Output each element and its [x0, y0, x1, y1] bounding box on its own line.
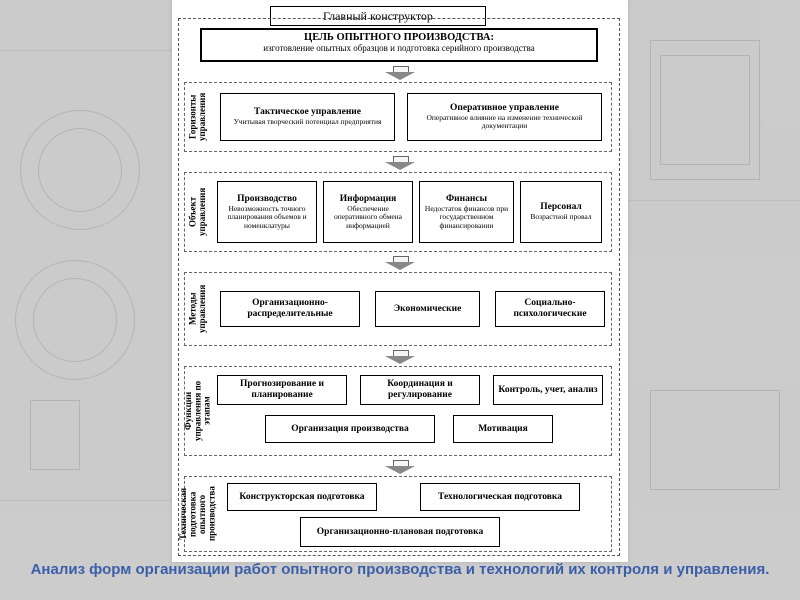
- node-title: Социально-психологические: [499, 298, 601, 320]
- node-horizons-0: Тактическое управлениеУчитывая творчески…: [220, 93, 395, 141]
- node-prep-1: Технологическая подготовка: [420, 483, 580, 511]
- flow-arrow-icon: [385, 256, 415, 270]
- section-functions: Функции управления по этапам Прогнозирова…: [184, 366, 612, 456]
- node-title: Экономические: [379, 304, 476, 315]
- node-title: Мотивация: [457, 424, 549, 435]
- node-objects-0: ПроизводствоНевозможность точного планир…: [217, 181, 317, 243]
- section-label-objects: Объект управления: [187, 177, 209, 247]
- node-objects-1: ИнформацияОбеспечение оперативного обмен…: [323, 181, 413, 243]
- section-horizons: Горизонты управления Тактическое управлен…: [184, 82, 612, 152]
- node-horizons-1: Оперативное управлениеОперативное влияни…: [407, 93, 602, 141]
- node-subtitle: Оперативное влияние на изменение техниче…: [411, 114, 598, 131]
- node-functions-4: Мотивация: [453, 415, 553, 443]
- node-functions-1: Координация и регулирование: [360, 375, 480, 405]
- node-title: Конструкторская подготовка: [231, 492, 373, 503]
- node-functions-2: Контроль, учет, анализ: [493, 375, 603, 405]
- node-subtitle: Учитывая творческий потенциал предприяти…: [224, 118, 391, 126]
- goal-subtitle: изготовление опытных образцов и подготов…: [206, 43, 592, 53]
- node-prep-0: Конструкторская подготовка: [227, 483, 377, 511]
- node-methods-0: Организационно-распределительные: [220, 291, 360, 327]
- node-objects-2: ФинансыНедостаток финансов при государст…: [419, 181, 514, 243]
- node-title: Координация и регулирование: [364, 379, 476, 401]
- flow-arrow-icon: [385, 66, 415, 80]
- node-title: Организация производства: [269, 424, 431, 435]
- section-label-functions: Функции управления по этапам: [187, 371, 209, 451]
- section-label-horizons: Горизонты управления: [187, 87, 209, 147]
- node-title: Технологическая подготовка: [424, 492, 576, 503]
- node-title: Организационно-распределительные: [224, 298, 356, 320]
- section-prep: Техническая подготовка опытного производ…: [184, 476, 612, 552]
- node-subtitle: Обеспечение оперативного обмена информац…: [327, 205, 409, 230]
- node-subtitle: Недостаток финансов при государственном …: [423, 205, 510, 230]
- flow-arrow-icon: [385, 350, 415, 364]
- node-title: Прогнозирование и планирование: [221, 379, 343, 401]
- node-title: Контроль, учет, анализ: [497, 385, 599, 396]
- node-prep-2: Организационно-плановая подготовка: [300, 517, 500, 547]
- section-objects: Объект управления ПроизводствоНевозможнос…: [184, 172, 612, 252]
- section-label-methods: Методы управления: [187, 277, 209, 341]
- node-title: Организационно-плановая подготовка: [304, 527, 496, 538]
- node-functions-3: Организация производства: [265, 415, 435, 443]
- goal-title: ЦЕЛЬ ОПЫТНОГО ПРОИЗВОДСТВА:: [206, 32, 592, 43]
- slide-caption: Анализ форм организации работ опытного п…: [0, 560, 800, 580]
- node-methods-1: Экономические: [375, 291, 480, 327]
- section-methods: Методы управления Организационно-распреде…: [184, 272, 612, 346]
- node-subtitle: Возрастной провал: [524, 213, 598, 221]
- section-label-prep: Техническая подготовка опытного производ…: [187, 481, 209, 547]
- node-subtitle: Невозможность точного планирования объем…: [221, 205, 313, 230]
- goal-box: ЦЕЛЬ ОПЫТНОГО ПРОИЗВОДСТВА: изготовление…: [200, 28, 598, 62]
- node-functions-0: Прогнозирование и планирование: [217, 375, 347, 405]
- node-objects-3: ПерсоналВозрастной провал: [520, 181, 602, 243]
- node-methods-2: Социально-психологические: [495, 291, 605, 327]
- flow-arrow-icon: [385, 460, 415, 474]
- flow-arrow-icon: [385, 156, 415, 170]
